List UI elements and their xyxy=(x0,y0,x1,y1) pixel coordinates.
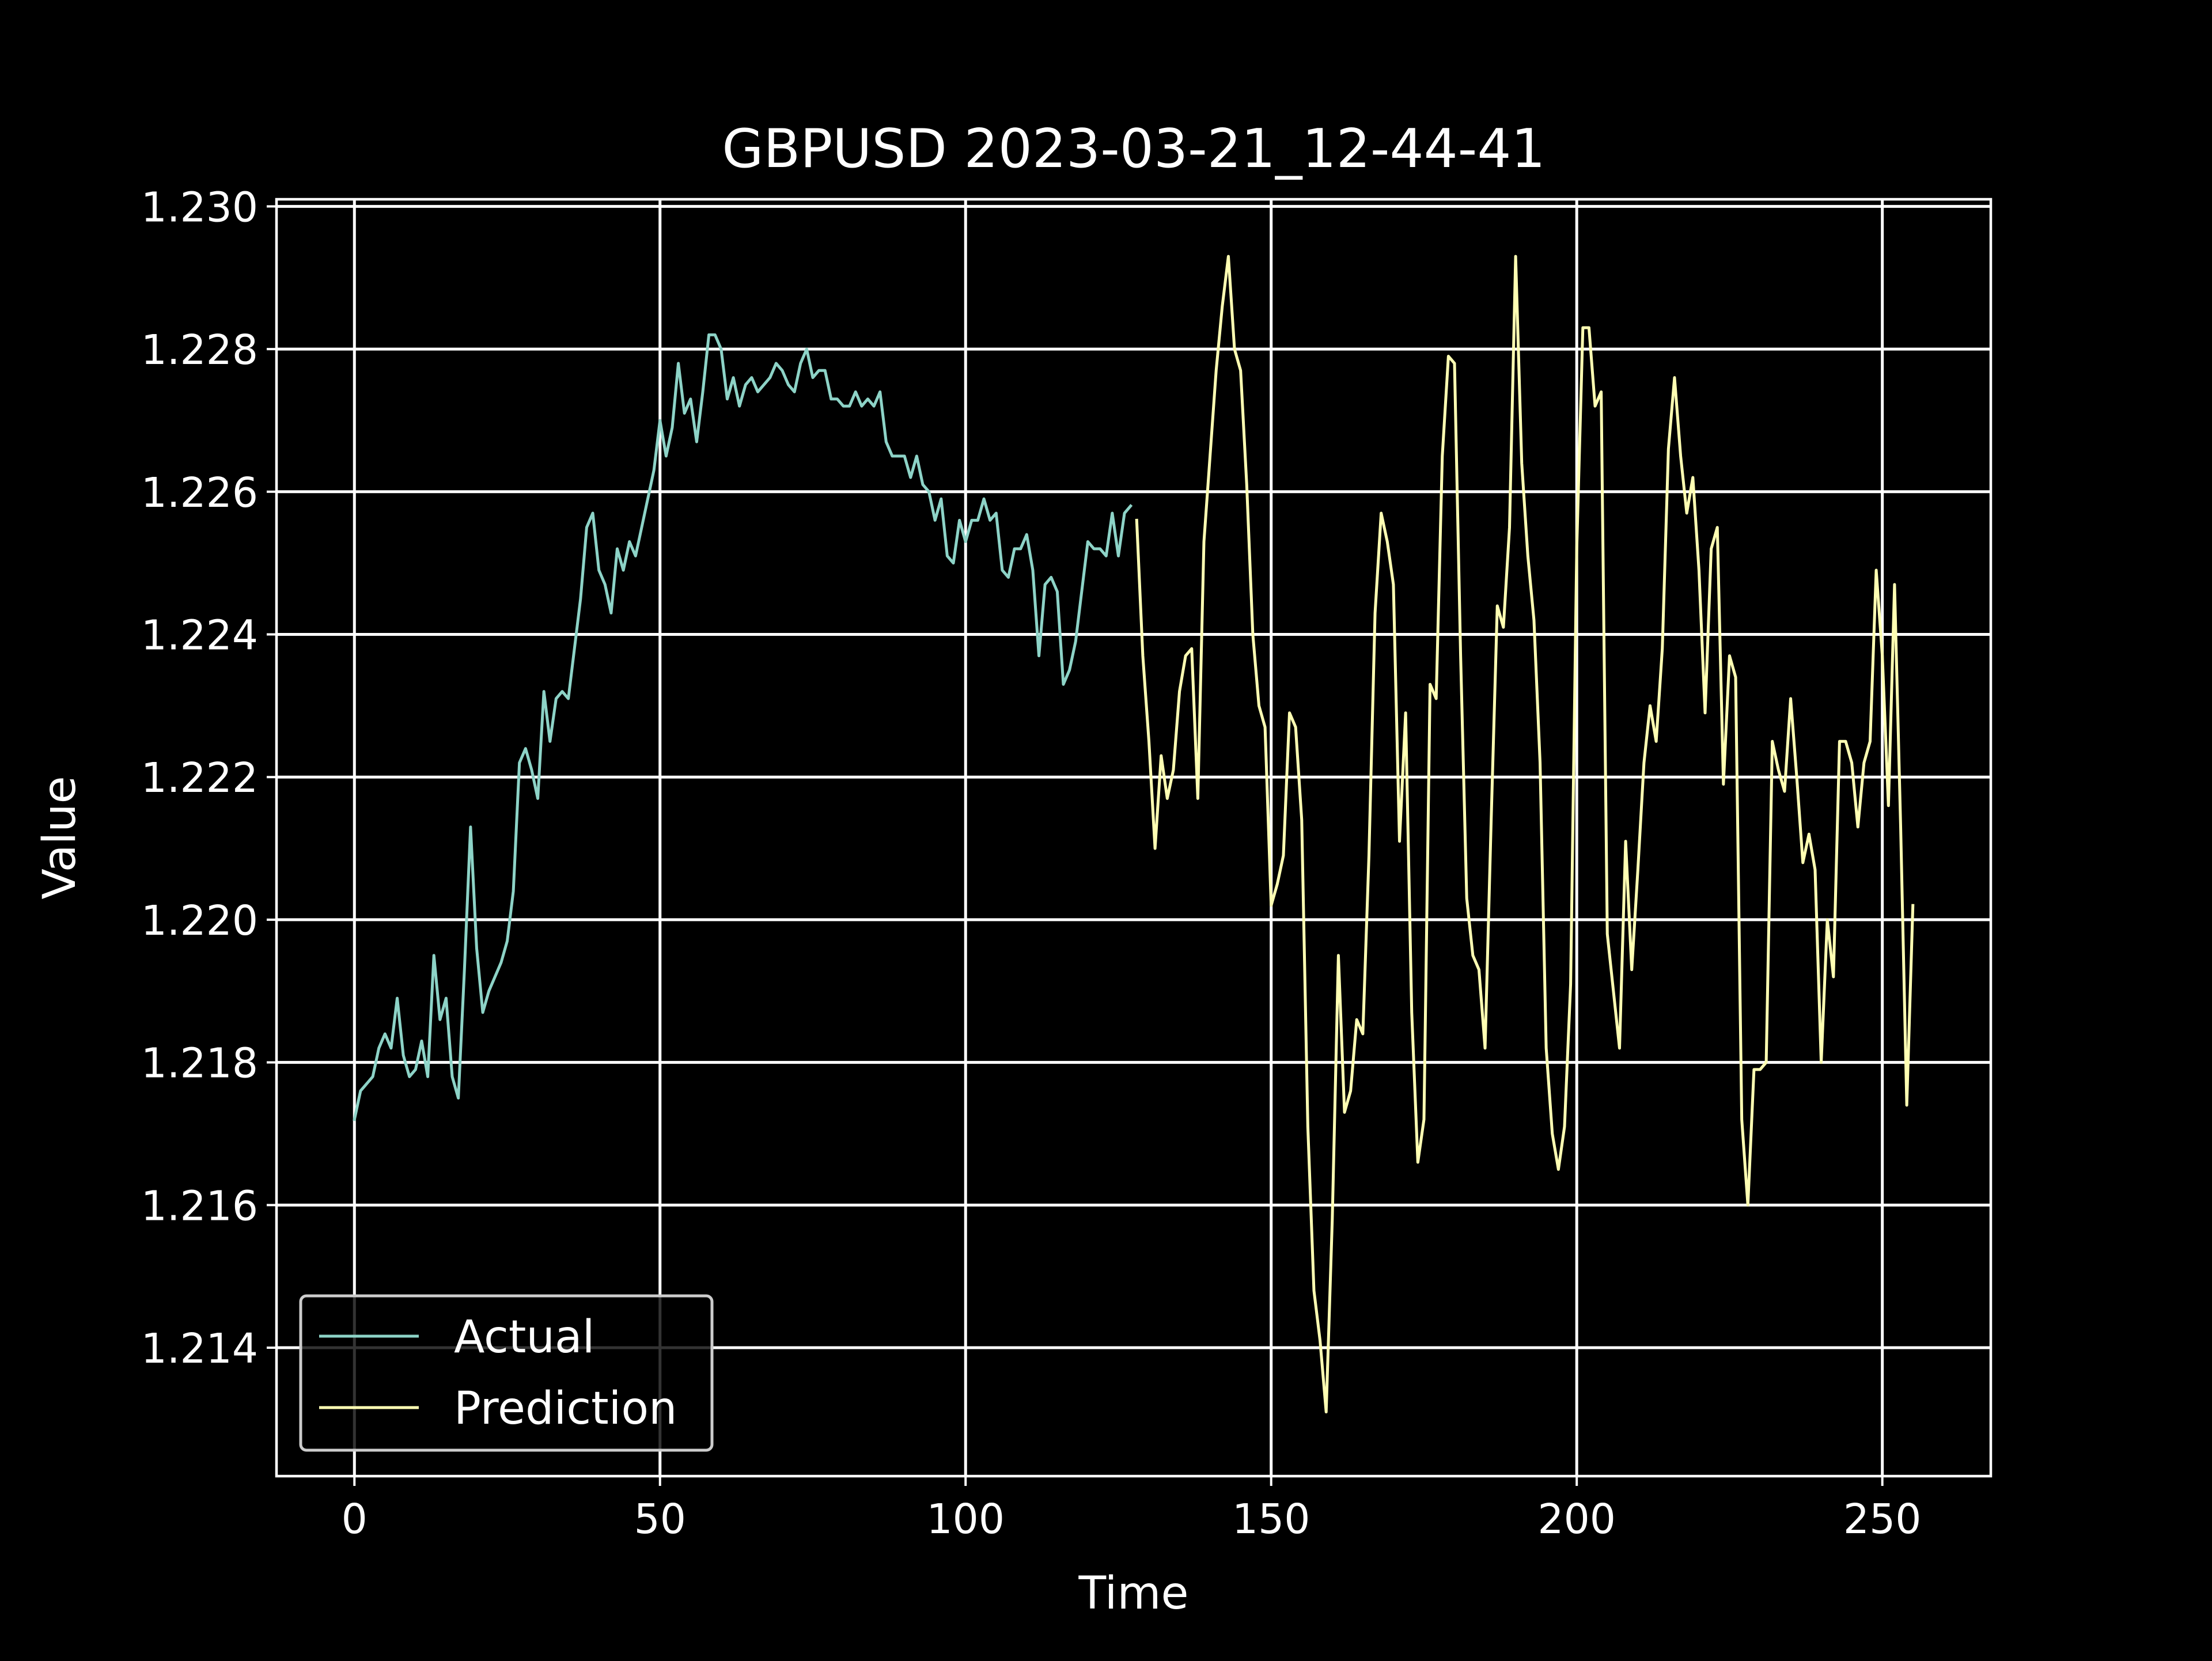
x-tick-label: 200 xyxy=(1537,1495,1616,1543)
y-tick-label: 1.220 xyxy=(141,897,258,945)
x-tick-label: 250 xyxy=(1843,1495,1922,1543)
y-tick-label: 1.214 xyxy=(141,1325,258,1372)
chart-title: GBPUSD 2023-03-21_12-44-41 xyxy=(722,117,1545,180)
series-lines xyxy=(353,255,1915,1414)
x-tick-label: 50 xyxy=(634,1495,686,1543)
plot-frame xyxy=(275,198,1993,1478)
legend: Actual Prediction xyxy=(299,1294,714,1452)
legend-label-actual: Actual xyxy=(454,1311,594,1363)
axis-ticks: 0 50 100 150 200 250 1.214 1.216 1.218 1.220 1.222… xyxy=(141,183,1922,1543)
y-tick-label: 1.224 xyxy=(141,612,258,659)
x-tick-label: 100 xyxy=(926,1495,1005,1543)
series-line-actual xyxy=(353,333,1133,1121)
y-tick-label: 1.222 xyxy=(141,754,258,802)
x-tick-label: 150 xyxy=(1232,1495,1310,1543)
y-axis-label: Value xyxy=(34,776,86,899)
y-tick-label: 1.216 xyxy=(141,1182,258,1230)
grid-lines xyxy=(276,199,1991,1476)
y-tick-label: 1.230 xyxy=(141,183,258,231)
x-axis-label: Time xyxy=(1078,1568,1189,1620)
y-tick-label: 1.226 xyxy=(141,469,258,517)
y-tick-label: 1.218 xyxy=(141,1040,258,1087)
legend-label-prediction: Prediction xyxy=(454,1383,677,1435)
series-line-prediction xyxy=(1135,255,1915,1414)
x-tick-label: 0 xyxy=(342,1495,368,1543)
legend-frame xyxy=(299,1294,714,1452)
y-tick-label: 1.228 xyxy=(141,326,258,374)
